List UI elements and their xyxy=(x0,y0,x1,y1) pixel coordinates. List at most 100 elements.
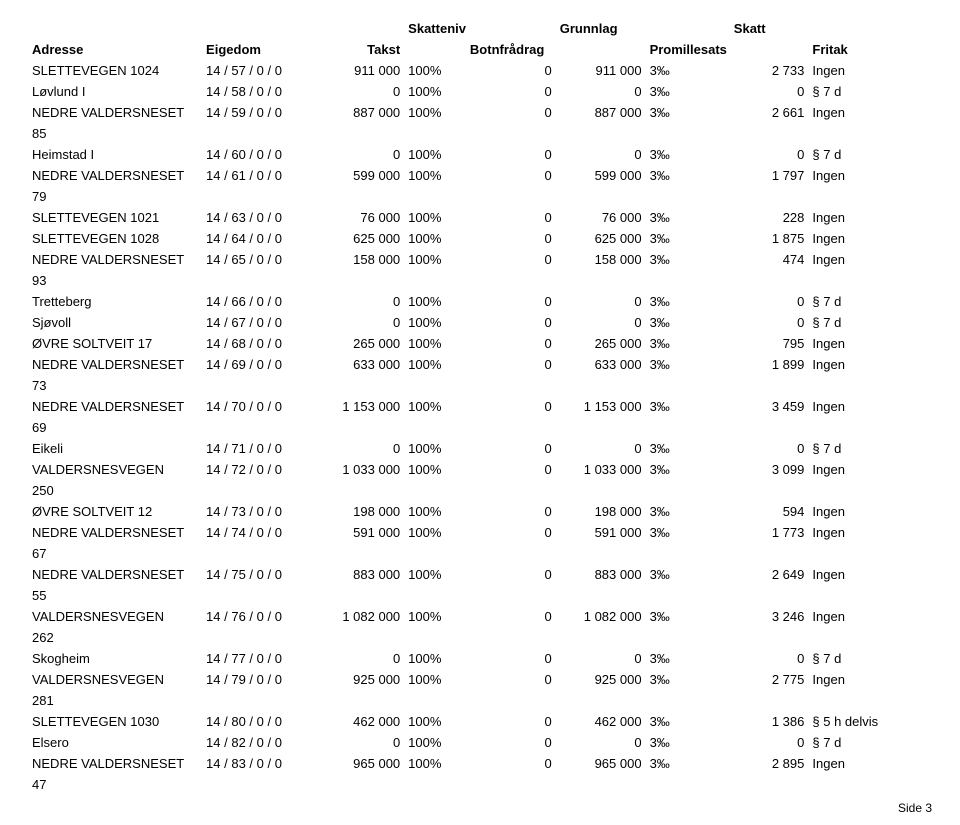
cell-botn: 0 xyxy=(466,732,556,753)
cell-takst: 925 000 xyxy=(314,669,404,690)
cell-botn: 0 xyxy=(466,312,556,333)
cell-fritak: Ingen xyxy=(808,333,932,354)
cell-grunnlag: 599 000 xyxy=(556,165,646,186)
table-row: VALDERSNESVEGEN14 / 76 / 0 / 01 082 0001… xyxy=(28,606,932,627)
cell-promille: 3‰ xyxy=(646,606,730,627)
cell-fritak: Ingen xyxy=(808,165,932,186)
cell-grunnlag: 965 000 xyxy=(556,753,646,774)
cell-fritak: Ingen xyxy=(808,606,932,627)
cell-takst: 911 000 xyxy=(314,60,404,81)
cell-fritak: Ingen xyxy=(808,396,932,417)
cell-skatt: 3 459 xyxy=(730,396,809,417)
table-row: NEDRE VALDERSNESET14 / 74 / 0 / 0591 000… xyxy=(28,522,932,543)
table-row: 79 xyxy=(28,186,932,207)
cell-botn: 0 xyxy=(466,144,556,165)
col-grunnlag: Grunnlag xyxy=(556,18,646,39)
table-row: SLETTEVEGEN 102814 / 64 / 0 / 0625 00010… xyxy=(28,228,932,249)
cell-skatt: 795 xyxy=(730,333,809,354)
cell-fritak: § 7 d xyxy=(808,438,932,459)
col-skatteniva: Skattenivå xyxy=(404,18,466,39)
cell-grunnlag: 76 000 xyxy=(556,207,646,228)
cell-adresse: SLETTEVEGEN 1021 xyxy=(28,207,202,228)
cell-adresse: NEDRE VALDERSNESET xyxy=(28,396,202,417)
cell-niva: 100% xyxy=(404,333,466,354)
cell-adresse: SLETTEVEGEN 1028 xyxy=(28,228,202,249)
cell-botn: 0 xyxy=(466,711,556,732)
cell-eigedom: 14 / 71 / 0 / 0 xyxy=(202,438,314,459)
cell-fritak: Ingen xyxy=(808,501,932,522)
cell-adresse: VALDERSNESVEGEN xyxy=(28,669,202,690)
cell-eigedom: 14 / 80 / 0 / 0 xyxy=(202,711,314,732)
cell-adresse: Sjøvoll xyxy=(28,312,202,333)
table-body: SLETTEVEGEN 102414 / 57 / 0 / 0911 00010… xyxy=(28,60,932,795)
cell-botn: 0 xyxy=(466,60,556,81)
cell-eigedom: 14 / 79 / 0 / 0 xyxy=(202,669,314,690)
cell-eigedom: 14 / 74 / 0 / 0 xyxy=(202,522,314,543)
cell-adresse: Tretteberg xyxy=(28,291,202,312)
table-row: Løvlund I14 / 58 / 0 / 00100%003‰0§ 7 d xyxy=(28,81,932,102)
cell-adresse: Heimstad I xyxy=(28,144,202,165)
cell-niva: 100% xyxy=(404,459,466,480)
cell-promille: 3‰ xyxy=(646,501,730,522)
cell-botn: 0 xyxy=(466,459,556,480)
cell-botn: 0 xyxy=(466,207,556,228)
cell-niva: 100% xyxy=(404,648,466,669)
cell-grunnlag: 0 xyxy=(556,81,646,102)
cell-skatt: 0 xyxy=(730,291,809,312)
cell-promille: 3‰ xyxy=(646,81,730,102)
cell-takst: 76 000 xyxy=(314,207,404,228)
cell-skatt: 2 661 xyxy=(730,102,809,123)
cell-eigedom: 14 / 82 / 0 / 0 xyxy=(202,732,314,753)
cell-niva: 100% xyxy=(404,249,466,270)
table-row: NEDRE VALDERSNESET14 / 59 / 0 / 0887 000… xyxy=(28,102,932,123)
table-row: 250 xyxy=(28,480,932,501)
cell-adresse: ØVRE SOLTVEIT 12 xyxy=(28,501,202,522)
table-row: Sjøvoll14 / 67 / 0 / 00100%003‰0§ 7 d xyxy=(28,312,932,333)
cell-takst: 0 xyxy=(314,438,404,459)
table-row: ØVRE SOLTVEIT 1214 / 73 / 0 / 0198 00010… xyxy=(28,501,932,522)
cell-adresse: NEDRE VALDERSNESET xyxy=(28,354,202,375)
cell-takst: 198 000 xyxy=(314,501,404,522)
cell-eigedom: 14 / 67 / 0 / 0 xyxy=(202,312,314,333)
cell-adresse-cont: 79 xyxy=(28,186,202,207)
cell-niva: 100% xyxy=(404,732,466,753)
table-row: Skogheim14 / 77 / 0 / 00100%003‰0§ 7 d xyxy=(28,648,932,669)
cell-adresse: NEDRE VALDERSNESET xyxy=(28,102,202,123)
cell-grunnlag: 883 000 xyxy=(556,564,646,585)
col-eigedom: Eigedom xyxy=(202,39,314,60)
cell-niva: 100% xyxy=(404,669,466,690)
cell-takst: 599 000 xyxy=(314,165,404,186)
table-row: SLETTEVEGEN 102114 / 63 / 0 / 076 000100… xyxy=(28,207,932,228)
cell-grunnlag: 0 xyxy=(556,291,646,312)
cell-botn: 0 xyxy=(466,249,556,270)
cell-adresse-cont: 73 xyxy=(28,375,202,396)
cell-takst: 0 xyxy=(314,648,404,669)
cell-promille: 3‰ xyxy=(646,564,730,585)
cell-adresse: NEDRE VALDERSNESET xyxy=(28,249,202,270)
cell-fritak: Ingen xyxy=(808,522,932,543)
cell-takst: 462 000 xyxy=(314,711,404,732)
cell-botn: 0 xyxy=(466,753,556,774)
table-row: Elsero14 / 82 / 0 / 00100%003‰0§ 7 d xyxy=(28,732,932,753)
cell-skatt: 2 649 xyxy=(730,564,809,585)
cell-skatt: 3 246 xyxy=(730,606,809,627)
table-row: 55 xyxy=(28,585,932,606)
cell-takst: 0 xyxy=(314,312,404,333)
cell-promille: 3‰ xyxy=(646,333,730,354)
cell-adresse-cont: 93 xyxy=(28,270,202,291)
table-row: NEDRE VALDERSNESET14 / 61 / 0 / 0599 000… xyxy=(28,165,932,186)
col-fritak: Fritak xyxy=(808,39,932,60)
cell-takst: 883 000 xyxy=(314,564,404,585)
cell-takst: 158 000 xyxy=(314,249,404,270)
cell-fritak: Ingen xyxy=(808,60,932,81)
cell-promille: 3‰ xyxy=(646,354,730,375)
cell-eigedom: 14 / 83 / 0 / 0 xyxy=(202,753,314,774)
cell-botn: 0 xyxy=(466,228,556,249)
cell-botn: 0 xyxy=(466,564,556,585)
cell-promille: 3‰ xyxy=(646,669,730,690)
cell-adresse-cont: 250 xyxy=(28,480,202,501)
cell-niva: 100% xyxy=(404,165,466,186)
cell-eigedom: 14 / 69 / 0 / 0 xyxy=(202,354,314,375)
cell-skatt: 0 xyxy=(730,438,809,459)
cell-fritak: Ingen xyxy=(808,228,932,249)
